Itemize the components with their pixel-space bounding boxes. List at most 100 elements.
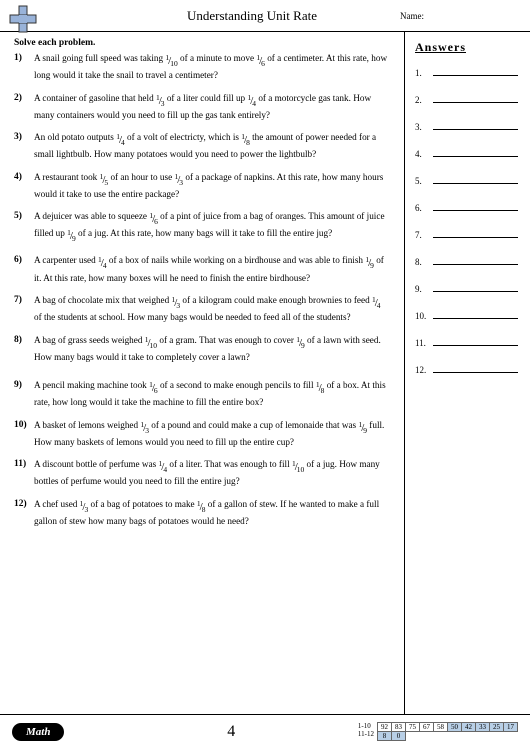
answer-row: 1. <box>415 67 518 78</box>
answer-row: 7. <box>415 229 518 240</box>
answer-blank <box>433 256 518 265</box>
score-cell <box>462 732 476 741</box>
answer-row: 10. <box>415 310 518 321</box>
answer-blank <box>433 229 518 238</box>
problem-row: 5)A dejuicer was able to squeeze 1/6 of … <box>14 210 390 244</box>
problem-row: 10)A basket of lemons weighed 1/3 of a p… <box>14 419 390 449</box>
answer-blank <box>433 364 518 373</box>
score-cell <box>406 732 420 741</box>
answer-row: 2. <box>415 94 518 105</box>
answer-row: 3. <box>415 121 518 132</box>
score-cell: 8 <box>378 732 392 741</box>
worksheet-page: Understanding Unit Rate Name: Solve each… <box>0 0 530 749</box>
answer-number: 7. <box>415 230 429 240</box>
problem-number: 10) <box>14 419 34 449</box>
score-cell <box>448 732 462 741</box>
answer-row: 6. <box>415 202 518 213</box>
score-cell: 50 <box>448 723 462 732</box>
answer-number: 5. <box>415 176 429 186</box>
answer-number: 6. <box>415 203 429 213</box>
name-label: Name: <box>400 11 510 21</box>
footer: Math 4 1-10 11-12 92837567585042332517 80 <box>0 714 530 748</box>
score-block: 1-10 11-12 92837567585042332517 80 <box>358 722 518 741</box>
answer-number: 3. <box>415 122 429 132</box>
score-cell <box>420 732 434 741</box>
score-cell <box>434 732 448 741</box>
score-cell: 67 <box>420 723 434 732</box>
score-cell: 17 <box>504 723 518 732</box>
score-cell: 0 <box>392 732 406 741</box>
answer-blank <box>433 202 518 211</box>
answer-blank <box>433 283 518 292</box>
logo-cross-icon <box>8 4 38 34</box>
problem-number: 3) <box>14 131 34 161</box>
problems-column: Solve each problem. 1)A snail going full… <box>0 32 405 714</box>
problem-number: 1) <box>14 52 34 82</box>
problem-row: 8)A bag of grass seeds weighed 1/10 of a… <box>14 334 390 364</box>
problem-text: A carpenter used 1/4 of a box of nails w… <box>34 254 390 284</box>
problem-number: 9) <box>14 379 34 409</box>
problem-text: A bag of chocolate mix that weighed 1/3 … <box>34 294 390 324</box>
answer-blank <box>433 67 518 76</box>
page-title: Understanding Unit Rate <box>44 8 400 24</box>
problem-text: A discount bottle of perfume was 1/4 of … <box>34 458 390 488</box>
answer-blank <box>433 94 518 103</box>
answer-row: 4. <box>415 148 518 159</box>
problem-text: A chef used 1/3 of a bag of potatoes to … <box>34 498 390 528</box>
answer-number: 4. <box>415 149 429 159</box>
problem-number: 11) <box>14 458 34 488</box>
problem-number: 7) <box>14 294 34 324</box>
score-cell: 42 <box>462 723 476 732</box>
answer-number: 2. <box>415 95 429 105</box>
problem-row: 3)An old potato outputs 1/4 of a volt of… <box>14 131 390 161</box>
problem-row: 7)A bag of chocolate mix that weighed 1/… <box>14 294 390 324</box>
math-badge: Math <box>12 723 64 741</box>
answer-row: 8. <box>415 256 518 267</box>
answer-number: 10. <box>415 311 429 321</box>
answer-number: 12. <box>415 365 429 375</box>
problem-number: 4) <box>14 171 34 201</box>
problem-text: A pencil making machine took 1/6 of a se… <box>34 379 390 409</box>
header: Understanding Unit Rate Name: <box>0 0 530 32</box>
problem-row: 6)A carpenter used 1/4 of a box of nails… <box>14 254 390 284</box>
score-cell: 25 <box>490 723 504 732</box>
problem-row: 12)A chef used 1/3 of a bag of potatoes … <box>14 498 390 528</box>
score-cell: 92 <box>378 723 392 732</box>
problem-number: 5) <box>14 210 34 244</box>
answer-row: 12. <box>415 364 518 375</box>
body: Solve each problem. 1)A snail going full… <box>0 32 530 714</box>
problem-row: 2)A container of gasoline that held 1/3 … <box>14 92 390 122</box>
answers-title: Answers <box>415 40 518 55</box>
problem-text: A basket of lemons weighed 1/3 of a poun… <box>34 419 390 449</box>
answer-blank <box>433 121 518 130</box>
score-cell: 83 <box>392 723 406 732</box>
answer-number: 1. <box>415 68 429 78</box>
problem-number: 2) <box>14 92 34 122</box>
problem-number: 12) <box>14 498 34 528</box>
answer-blank <box>433 337 518 346</box>
instruction: Solve each problem. <box>14 38 390 48</box>
problem-text: A snail going full speed was taking 1/10… <box>34 52 390 82</box>
problem-number: 6) <box>14 254 34 284</box>
score-cell <box>504 732 518 741</box>
answer-number: 8. <box>415 257 429 267</box>
score-cell <box>490 732 504 741</box>
score-labels: 1-10 11-12 <box>358 722 374 738</box>
page-number: 4 <box>64 723 357 741</box>
problem-text: A dejuicer was able to squeeze 1/6 of a … <box>34 210 390 244</box>
problem-row: 1)A snail going full speed was taking 1/… <box>14 52 390 82</box>
answer-row: 5. <box>415 175 518 186</box>
problem-text: A bag of grass seeds weighed 1/10 of a g… <box>34 334 390 364</box>
problem-text: A container of gasoline that held 1/3 of… <box>34 92 390 122</box>
score-cell: 58 <box>434 723 448 732</box>
score-cell: 33 <box>476 723 490 732</box>
answer-blank <box>433 175 518 184</box>
answers-column: Answers 1.2.3.4.5.6.7.8.9.10.11.12. <box>405 32 530 714</box>
problem-number: 8) <box>14 334 34 364</box>
answer-blank <box>433 310 518 319</box>
score-label-2: 11-12 <box>358 731 374 739</box>
score-cell: 75 <box>406 723 420 732</box>
answer-row: 9. <box>415 283 518 294</box>
problem-row: 9)A pencil making machine took 1/6 of a … <box>14 379 390 409</box>
problem-row: 11)A discount bottle of perfume was 1/4 … <box>14 458 390 488</box>
